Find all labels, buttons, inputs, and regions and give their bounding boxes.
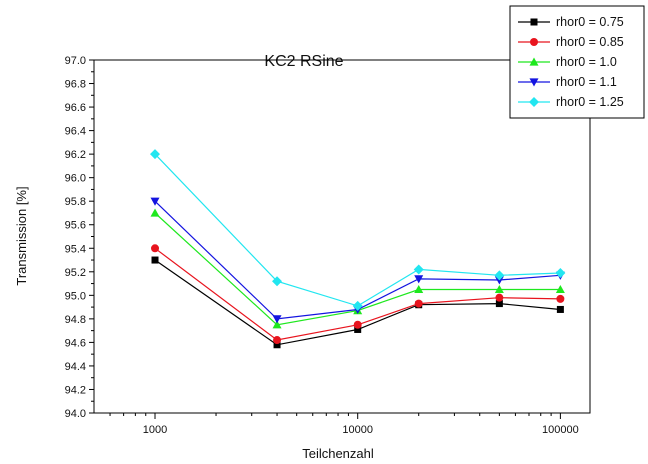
series-line bbox=[154, 259, 561, 346]
y-tick-label: 96.0 bbox=[65, 173, 86, 185]
legend-label: rhor0 = 0.75 bbox=[556, 15, 624, 29]
data-point bbox=[555, 284, 565, 294]
data-point bbox=[272, 315, 282, 324]
x-tick-label: 100000 bbox=[542, 424, 579, 436]
y-tick-label: 94.6 bbox=[65, 337, 86, 349]
y-tick-label: 97.0 bbox=[65, 55, 86, 67]
y-tick-label: 94.0 bbox=[65, 408, 86, 420]
series-line bbox=[154, 212, 561, 326]
y-tick-label: 95.4 bbox=[65, 243, 86, 255]
y-tick-label: 96.4 bbox=[65, 126, 86, 138]
data-point bbox=[273, 336, 282, 345]
y-tick-label: 96.8 bbox=[65, 79, 86, 91]
data-point bbox=[414, 284, 424, 294]
y-axis-label: Transmission [%] bbox=[14, 186, 29, 285]
x-tick-label: 1000 bbox=[143, 424, 167, 436]
y-tick-label: 94.8 bbox=[65, 314, 86, 326]
data-point bbox=[413, 264, 424, 275]
legend-marker bbox=[529, 97, 539, 107]
data-point bbox=[151, 256, 159, 264]
y-tick-label: 94.4 bbox=[65, 361, 86, 373]
data-point bbox=[556, 305, 564, 313]
data-point bbox=[556, 294, 565, 303]
data-point bbox=[150, 149, 161, 160]
legend-label: rhor0 = 0.85 bbox=[556, 35, 624, 49]
data-point bbox=[273, 341, 281, 349]
x-axis-label: Teilchenzahl bbox=[302, 446, 374, 461]
data-point bbox=[354, 325, 362, 333]
data-point bbox=[272, 276, 283, 287]
series-group bbox=[150, 149, 566, 349]
legend-label: rhor0 = 1.25 bbox=[556, 95, 624, 109]
data-point bbox=[495, 293, 504, 302]
data-point bbox=[150, 197, 160, 206]
y-tick-label: 94.2 bbox=[65, 384, 86, 396]
data-point bbox=[352, 300, 363, 311]
y-tick-label: 95.8 bbox=[65, 196, 86, 208]
x-tick-label: 10000 bbox=[342, 424, 373, 436]
legend-label: rhor0 = 1.0 bbox=[556, 55, 617, 69]
data-point bbox=[272, 320, 282, 329]
y-tick-label: 96.6 bbox=[65, 102, 86, 114]
data-point bbox=[555, 267, 566, 278]
data-point bbox=[494, 284, 504, 294]
data-point bbox=[150, 208, 160, 217]
y-tick-label: 96.2 bbox=[65, 149, 86, 161]
series-line bbox=[154, 247, 561, 341]
data-point bbox=[495, 300, 503, 308]
legend-marker bbox=[530, 18, 538, 26]
axis-ticks: 94.0 94.2 94.4 94.6 94.8 95.0 95.2 95.4 95.6 95.8… bbox=[65, 55, 579, 436]
data-point bbox=[414, 275, 424, 284]
legend-marker bbox=[529, 57, 539, 66]
data-point bbox=[494, 270, 505, 281]
data-point bbox=[353, 320, 362, 329]
legend: rhor0 = 0.75 rhor0 = 0.85 rhor0 = 1.0 rhor0… bbox=[509, 5, 645, 119]
y-tick-label: 95.6 bbox=[65, 220, 86, 232]
data-point bbox=[494, 276, 504, 285]
y-tick-label: 95.0 bbox=[65, 290, 86, 302]
chart-title: KC2 RSine bbox=[264, 53, 343, 70]
legend-marker bbox=[530, 38, 538, 46]
data-point bbox=[151, 244, 160, 253]
series-line bbox=[154, 200, 561, 320]
series-line bbox=[154, 153, 561, 307]
legend-marker bbox=[529, 78, 539, 87]
data-point bbox=[414, 299, 423, 308]
legend-label: rhor0 = 1.1 bbox=[556, 75, 617, 89]
y-tick-label: 95.2 bbox=[65, 267, 86, 279]
